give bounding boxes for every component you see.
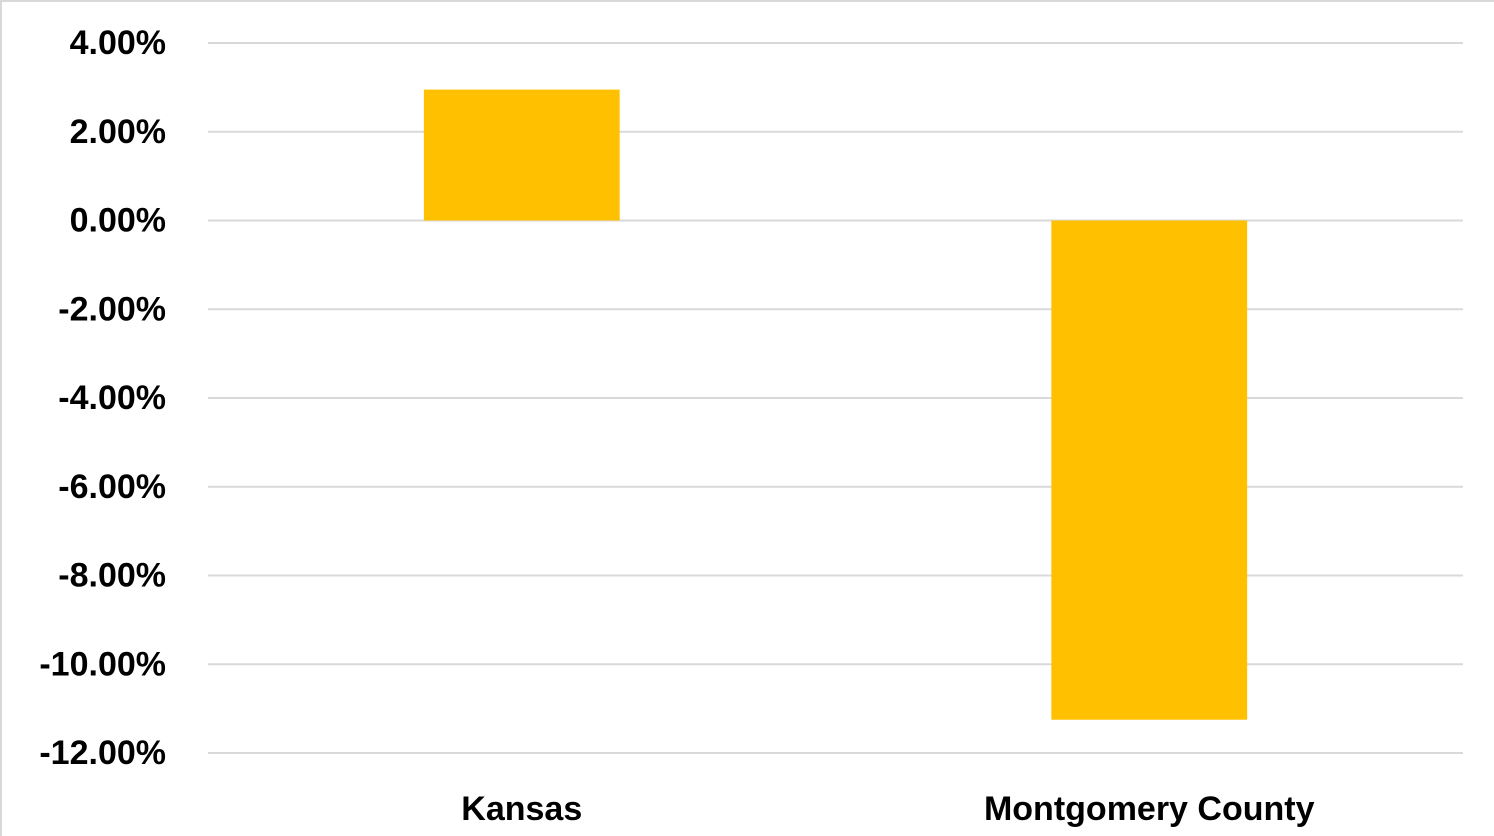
- x-category-label: Kansas: [461, 790, 582, 828]
- bar-kansas: [423, 89, 620, 221]
- y-tick-label: -2.00%: [58, 290, 166, 328]
- y-tick-label: -8.00%: [58, 557, 166, 595]
- y-tick-label: -4.00%: [58, 379, 166, 417]
- bars: [423, 89, 1248, 720]
- y-tick-label: 2.00%: [70, 113, 166, 151]
- y-tick-label: -10.00%: [39, 645, 166, 683]
- gridlines: [208, 42, 1463, 754]
- y-tick-label: 4.00%: [70, 24, 166, 62]
- y-tick-label: -12.00%: [39, 734, 166, 772]
- x-category-label: Montgomery County: [984, 790, 1315, 828]
- y-axis-tick-labels: 4.00% 2.00% 0.00% -2.00% -4.00% -6.00% -8.00% -…: [39, 24, 166, 772]
- y-tick-label: 0.00%: [70, 202, 166, 240]
- x-axis-category-labels: Kansas Montgomery County: [461, 790, 1314, 828]
- y-tick-label: -6.00%: [58, 468, 166, 506]
- bar-montgomery-county: [1051, 220, 1248, 720]
